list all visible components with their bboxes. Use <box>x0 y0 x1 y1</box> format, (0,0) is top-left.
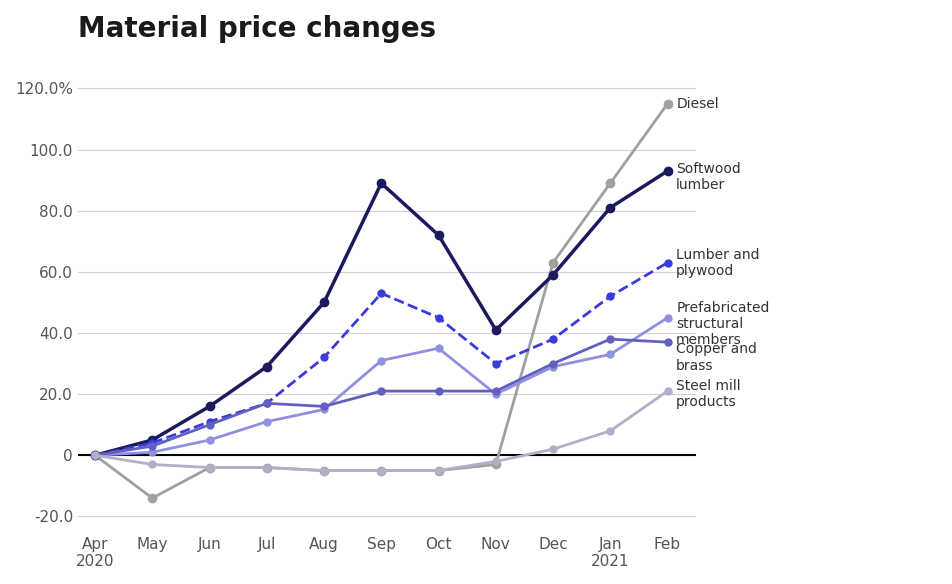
Text: Diesel: Diesel <box>676 97 719 111</box>
Text: Steel mill
products: Steel mill products <box>676 379 741 409</box>
Text: Prefabricated
structural
members: Prefabricated structural members <box>676 301 769 347</box>
Text: Lumber and
plywood: Lumber and plywood <box>676 248 760 278</box>
Text: Material price changes: Material price changes <box>78 15 436 43</box>
Text: Copper and
brass: Copper and brass <box>676 342 757 373</box>
Text: Softwood
lumber: Softwood lumber <box>676 162 741 192</box>
